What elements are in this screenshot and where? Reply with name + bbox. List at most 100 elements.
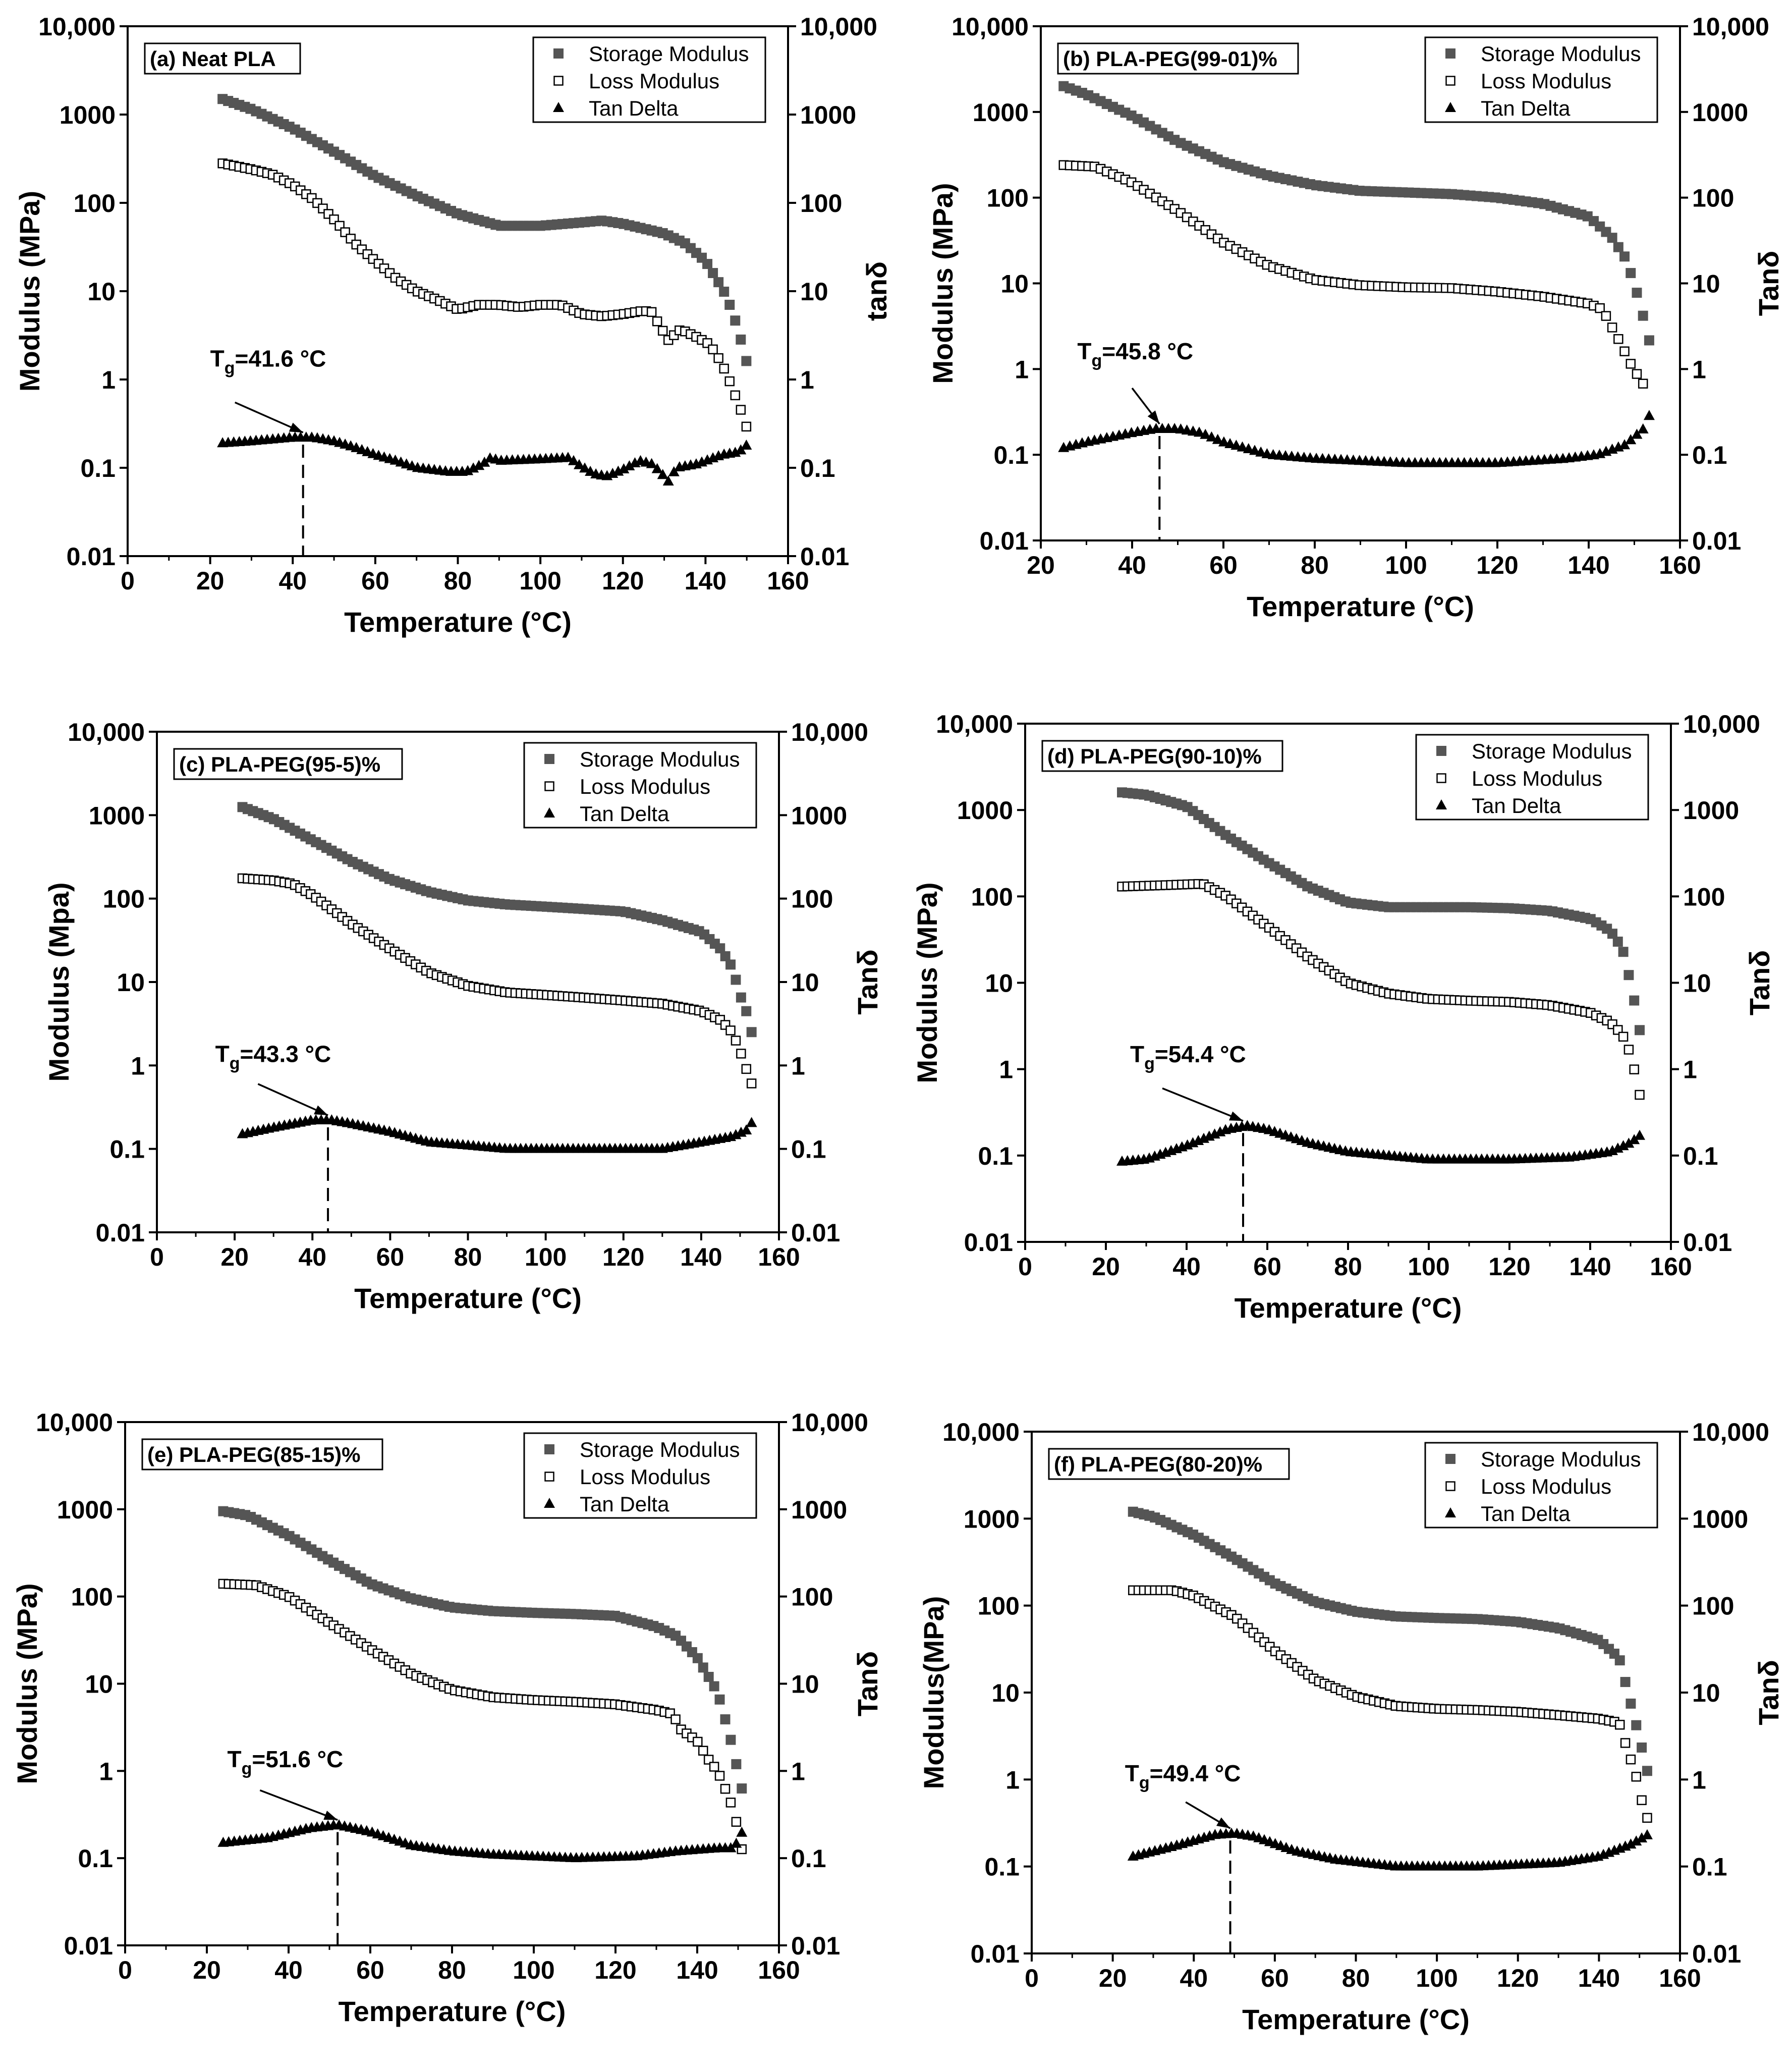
y-tick-label: 100 bbox=[74, 189, 116, 217]
loss-modulus-point bbox=[719, 363, 729, 374]
tg-subscript: g bbox=[1139, 1773, 1150, 1792]
legend-item-loss: Loss Modulus bbox=[1436, 767, 1602, 790]
panel-title-box bbox=[141, 1438, 383, 1471]
y-tick-label: 1 bbox=[1005, 1766, 1020, 1794]
storage-modulus-point bbox=[1618, 947, 1629, 957]
loss-modulus-point bbox=[693, 1736, 703, 1747]
tan-delta-point bbox=[651, 463, 663, 473]
legend-box bbox=[532, 36, 766, 123]
storage-modulus-point bbox=[715, 943, 725, 954]
x-tick-label: 100 bbox=[519, 567, 561, 595]
y-tick-label: 0.1 bbox=[978, 1142, 1013, 1170]
storage-modulus-point bbox=[1607, 233, 1617, 243]
tan-delta-point bbox=[1194, 426, 1205, 437]
loss-modulus-point bbox=[720, 1784, 731, 1794]
legend-label: Loss Modulus bbox=[1481, 1475, 1611, 1498]
legend-item-storage: Storage Modulus bbox=[544, 1438, 740, 1461]
y-tick-label: 10,000 bbox=[36, 1408, 113, 1437]
storage-modulus-point bbox=[725, 959, 736, 970]
tan-delta-point bbox=[1206, 431, 1217, 442]
tan-delta-point bbox=[1623, 1137, 1635, 1148]
loss-modulus-point bbox=[725, 1798, 736, 1808]
tan-delta-point bbox=[731, 1837, 742, 1848]
tg-label: Tg=45.8 °C bbox=[1077, 338, 1193, 370]
tg-arrow-head bbox=[289, 422, 303, 433]
legend-item-tan: Tan Delta bbox=[1445, 96, 1571, 120]
y-tick-label: 0.1 bbox=[80, 454, 116, 482]
storage-modulus-point bbox=[1620, 1677, 1631, 1688]
tan-series bbox=[1116, 1120, 1645, 1166]
tan-delta-point bbox=[1625, 434, 1637, 445]
storage-modulus-point bbox=[1619, 251, 1630, 262]
x-tick-label: 40 bbox=[1118, 551, 1146, 579]
loss-modulus-point bbox=[698, 1746, 708, 1756]
legend-item-tan: Tan Delta bbox=[544, 1492, 669, 1516]
legend-box bbox=[1415, 734, 1649, 821]
tan-delta-point bbox=[662, 475, 674, 486]
y2-tick-label: 10,000 bbox=[791, 718, 868, 746]
y2-tick-label: 10 bbox=[1692, 270, 1720, 298]
legend-label: Loss Modulus bbox=[580, 1465, 710, 1489]
y2-tick-label: 10 bbox=[791, 1670, 819, 1699]
x-tick-label: 40 bbox=[1180, 1964, 1208, 1992]
panel-title: (a) Neat PLA bbox=[150, 47, 276, 71]
y2-tick-label: 1 bbox=[1683, 1056, 1697, 1084]
legend-item-tan: Tan Delta bbox=[1445, 1502, 1571, 1526]
tan-delta-point bbox=[562, 452, 574, 462]
y-tick-label: 0.01 bbox=[964, 1228, 1013, 1257]
tan-delta-point bbox=[1218, 436, 1229, 447]
loss-modulus-point bbox=[657, 325, 668, 336]
loss-modulus-point bbox=[730, 390, 741, 401]
panel-title-box bbox=[173, 748, 403, 780]
panel-title-box bbox=[144, 42, 301, 75]
legend-label: Loss Modulus bbox=[589, 69, 719, 93]
storage-modulus-point bbox=[1445, 1454, 1455, 1464]
y2-axis-title: Tanδ bbox=[1744, 950, 1775, 1015]
storage-modulus-point bbox=[1629, 995, 1640, 1006]
tan-delta-point bbox=[462, 465, 474, 475]
tan-delta-point bbox=[585, 465, 596, 476]
legend-item-tan: Tan Delta bbox=[544, 802, 669, 826]
y-tick-label: 10,000 bbox=[38, 13, 116, 41]
y-tick-label: 0.01 bbox=[96, 1219, 145, 1247]
loss-modulus-point bbox=[1623, 1045, 1634, 1055]
y2-tick-label: 1000 bbox=[791, 1496, 847, 1524]
y2-tick-label: 1 bbox=[791, 1757, 805, 1785]
x-tick-label: 60 bbox=[376, 1243, 405, 1271]
loss-modulus-point bbox=[553, 76, 564, 86]
tan-delta-point bbox=[1255, 446, 1267, 457]
x-tick-label: 20 bbox=[220, 1243, 249, 1271]
tan-series bbox=[1058, 410, 1655, 467]
x-tick-label: 120 bbox=[602, 1243, 644, 1271]
x-tick-label: 100 bbox=[1416, 1964, 1458, 1992]
x-tick-label: 40 bbox=[1172, 1253, 1201, 1281]
tg-arrow-head bbox=[323, 1811, 338, 1820]
loss-series bbox=[218, 1579, 747, 1855]
legend-item-storage: Storage Modulus bbox=[544, 747, 740, 771]
legend-label: Storage Modulus bbox=[1472, 739, 1632, 763]
legend-label: Tan Delta bbox=[589, 96, 679, 120]
storage-modulus-point bbox=[746, 1027, 757, 1038]
y2-tick-label: 0.1 bbox=[791, 1135, 826, 1164]
tan-delta-point bbox=[741, 1124, 752, 1134]
tan-delta-point bbox=[646, 458, 657, 468]
x-tick-label: 80 bbox=[1334, 1253, 1362, 1281]
x-axis-title: Temperature (°C) bbox=[1242, 2003, 1470, 2035]
tan-delta-point bbox=[618, 463, 630, 474]
loss-modulus-point bbox=[1595, 303, 1605, 313]
tan-delta-point bbox=[579, 462, 591, 473]
tan-delta-point bbox=[1636, 1832, 1648, 1842]
y2-tick-label: 0.01 bbox=[1692, 527, 1741, 555]
x-tick-label: 120 bbox=[602, 567, 644, 595]
loss-series bbox=[217, 158, 752, 432]
tan-series bbox=[237, 1114, 757, 1153]
tan-delta-point bbox=[544, 807, 555, 818]
storage-modulus-point bbox=[1612, 936, 1623, 947]
y-tick-label: 0.1 bbox=[984, 1853, 1020, 1881]
legend-item-storage: Storage Modulus bbox=[1436, 739, 1632, 763]
loss-modulus-point bbox=[1619, 346, 1630, 356]
y2-tick-label: 1 bbox=[1692, 1766, 1706, 1794]
tan-delta-point bbox=[1230, 440, 1242, 450]
x-tick-label: 40 bbox=[274, 1956, 303, 1984]
